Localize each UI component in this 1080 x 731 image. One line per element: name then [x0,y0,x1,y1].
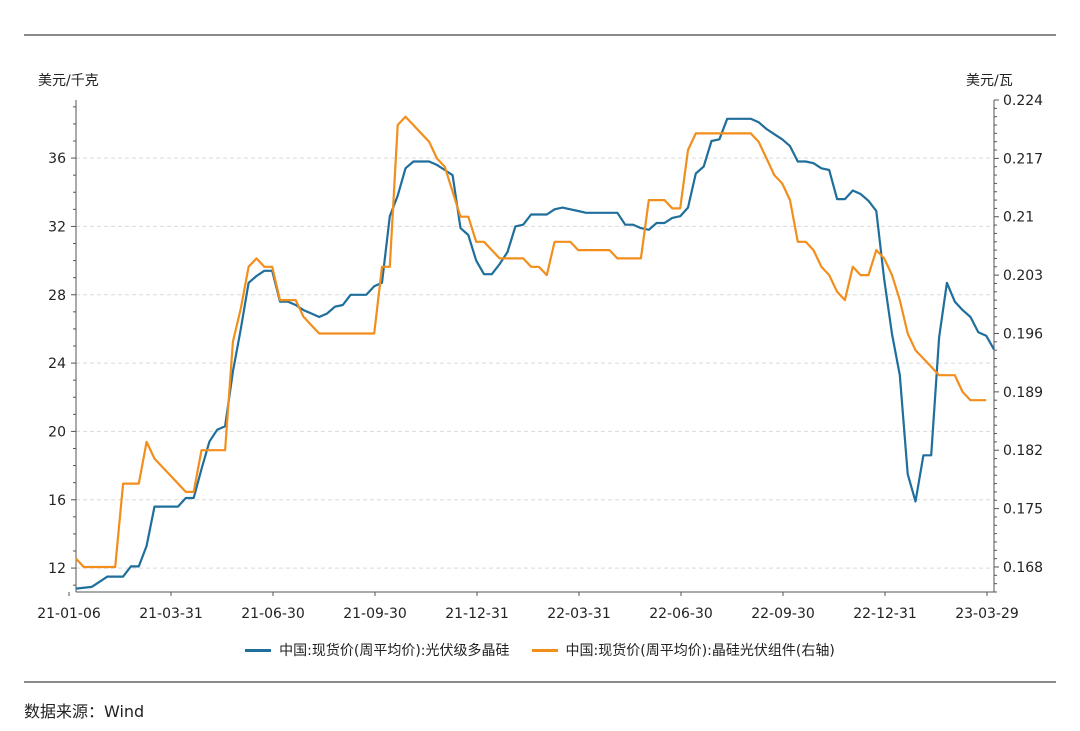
legend-label-module: 中国:现货价(周平均价):晶硅光伏组件(右轴) [565,643,835,659]
left-axis-unit: 美元/千克 [38,73,99,89]
x-tick-label: 23-03-29 [955,606,1019,622]
data-source: 数据来源：Wind [24,702,145,721]
left-tick-label: 20 [48,424,66,440]
legend-swatch-module [531,648,558,652]
right-tick-label: 0.182 [1003,443,1043,459]
polysilicon-series-line [75,117,995,590]
left-tick-label: 12 [48,561,66,577]
left-tick-label: 16 [48,493,66,509]
x-tick-label: 21-06-30 [241,606,305,622]
right-tick-label: 0.224 [1003,93,1043,109]
right-tick-label: 0.196 [1003,326,1043,342]
x-tick-label: 22-03-31 [547,606,611,622]
legend-swatch-polysilicon [245,648,272,652]
series-lines [75,115,995,590]
bottom-rule [24,681,1056,683]
legend-label-polysilicon: 中国:现货价(周平均价):光伏级多晶硅 [279,643,510,659]
axes [68,99,999,596]
left-tick-label: 24 [48,356,66,372]
x-tick-label: 22-09-30 [751,606,815,622]
top-rule [24,34,1056,36]
right-tick-label: 0.189 [1003,385,1043,401]
tick-labels: 12 16 20 24 28 32 36 0.168 0.175 0.182 0.189 0.196 0… [37,93,1043,622]
left-tick-label: 32 [48,219,66,235]
right-axis-unit: 美元/瓦 [966,73,1013,89]
left-tick-label: 36 [48,151,66,167]
grid-lines [76,157,994,569]
x-tick-label: 22-12-31 [853,606,917,622]
right-tick-label: 0.217 [1003,151,1043,167]
x-tick-label: 21-09-30 [343,606,407,622]
module-series-line [75,115,987,569]
legend-item-polysilicon: 中国:现货价(周平均价):光伏级多晶硅 [245,640,510,660]
x-tick-label: 21-03-31 [139,606,203,622]
x-tick-label: 21-01-06 [37,606,101,622]
legend-item-module: 中国:现货价(周平均价):晶硅光伏组件(右轴) [531,640,835,660]
x-tick-label: 22-06-30 [649,606,713,622]
right-tick-label: 0.168 [1003,560,1043,576]
right-tick-label: 0.203 [1003,268,1043,284]
x-tick-label: 21-12-31 [445,606,509,622]
line-chart: 12 16 20 24 28 32 36 0.168 0.175 0.182 0.189 0.196 0… [37,93,1043,622]
legend: 中国:现货价(周平均价):光伏级多晶硅 中国:现货价(周平均价):晶硅光伏组件(… [0,640,1080,660]
right-tick-label: 0.21 [1003,210,1034,226]
right-tick-label: 0.175 [1003,502,1043,518]
left-tick-label: 28 [48,288,66,304]
